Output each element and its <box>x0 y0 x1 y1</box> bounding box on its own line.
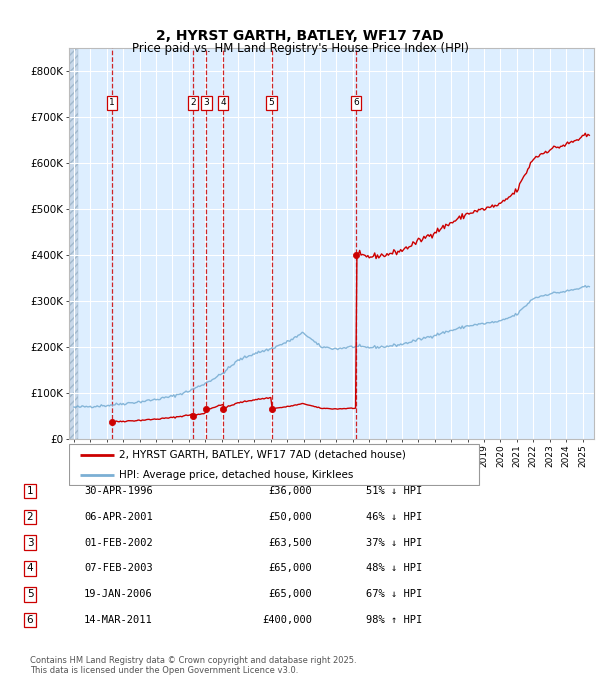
Text: 37% ↓ HPI: 37% ↓ HPI <box>366 538 422 547</box>
Text: 6: 6 <box>353 99 359 107</box>
Text: 67% ↓ HPI: 67% ↓ HPI <box>366 590 422 599</box>
Text: 2: 2 <box>26 512 34 522</box>
Bar <box>69 48 78 439</box>
Text: 2, HYRST GARTH, BATLEY, WF17 7AD (detached house): 2, HYRST GARTH, BATLEY, WF17 7AD (detach… <box>119 450 406 460</box>
Text: 4: 4 <box>220 99 226 107</box>
Text: 48% ↓ HPI: 48% ↓ HPI <box>366 564 422 573</box>
Text: £65,000: £65,000 <box>268 564 312 573</box>
Text: 5: 5 <box>26 590 34 599</box>
Text: 07-FEB-2003: 07-FEB-2003 <box>84 564 153 573</box>
Text: 51% ↓ HPI: 51% ↓ HPI <box>366 486 422 496</box>
Text: This data is licensed under the Open Government Licence v3.0.: This data is licensed under the Open Gov… <box>30 666 298 675</box>
Text: 3: 3 <box>203 99 209 107</box>
Text: 2, HYRST GARTH, BATLEY, WF17 7AD: 2, HYRST GARTH, BATLEY, WF17 7AD <box>156 29 444 43</box>
Text: 19-JAN-2006: 19-JAN-2006 <box>84 590 153 599</box>
FancyBboxPatch shape <box>69 444 479 486</box>
Text: 6: 6 <box>26 615 34 625</box>
Text: 2: 2 <box>190 99 196 107</box>
Text: 3: 3 <box>26 538 34 547</box>
Text: £50,000: £50,000 <box>268 512 312 522</box>
Text: £63,500: £63,500 <box>268 538 312 547</box>
Bar <box>69 48 78 439</box>
Text: £400,000: £400,000 <box>262 615 312 625</box>
Text: 46% ↓ HPI: 46% ↓ HPI <box>366 512 422 522</box>
Text: 14-MAR-2011: 14-MAR-2011 <box>84 615 153 625</box>
Text: 06-APR-2001: 06-APR-2001 <box>84 512 153 522</box>
Text: 98% ↑ HPI: 98% ↑ HPI <box>366 615 422 625</box>
Text: 5: 5 <box>269 99 274 107</box>
Text: 30-APR-1996: 30-APR-1996 <box>84 486 153 496</box>
Text: 1: 1 <box>109 99 115 107</box>
Text: Contains HM Land Registry data © Crown copyright and database right 2025.: Contains HM Land Registry data © Crown c… <box>30 656 356 665</box>
Text: 01-FEB-2002: 01-FEB-2002 <box>84 538 153 547</box>
Text: 4: 4 <box>26 564 34 573</box>
Text: £36,000: £36,000 <box>268 486 312 496</box>
Text: £65,000: £65,000 <box>268 590 312 599</box>
Text: HPI: Average price, detached house, Kirklees: HPI: Average price, detached house, Kirk… <box>119 471 353 481</box>
Text: Price paid vs. HM Land Registry's House Price Index (HPI): Price paid vs. HM Land Registry's House … <box>131 42 469 55</box>
Text: 1: 1 <box>26 486 34 496</box>
